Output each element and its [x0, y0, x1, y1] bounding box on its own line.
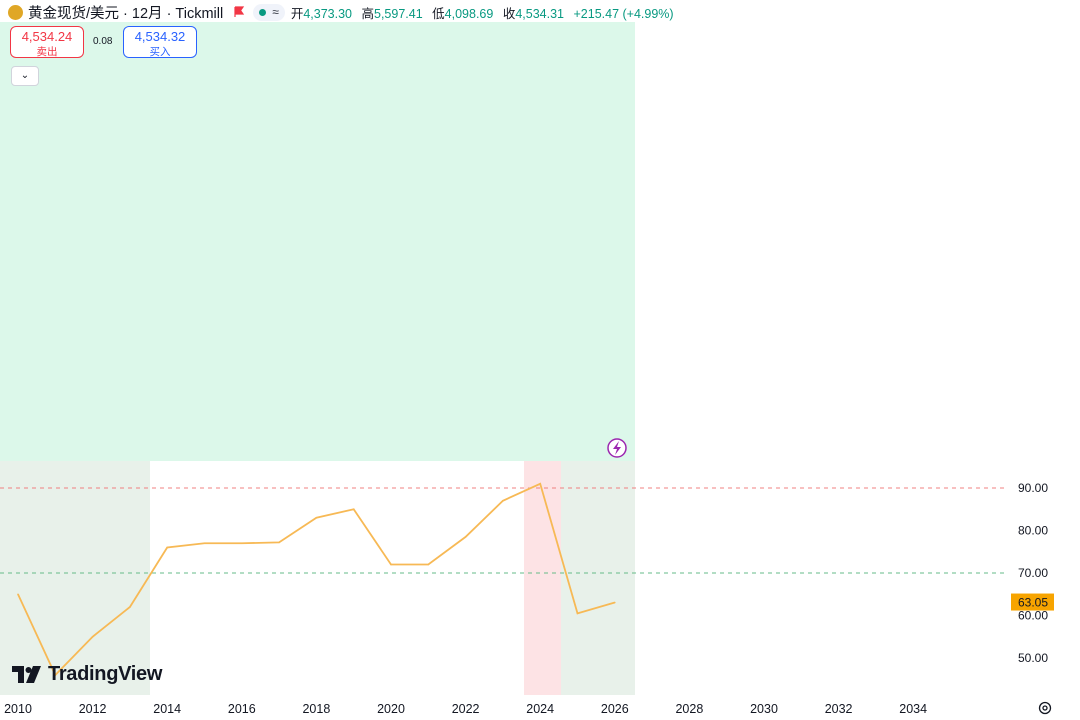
price-highlight-zone	[0, 22, 635, 461]
flag-icon[interactable]	[233, 6, 245, 18]
time-axis-tick-label: 2034	[899, 702, 927, 716]
time-axis-tick-label: 2020	[377, 702, 405, 716]
oscillator-zone-green-right	[561, 461, 635, 695]
oscillator-axis-tick-label: 70.00	[1018, 566, 1048, 580]
oscillator-point	[278, 541, 280, 544]
time-axis-tick-label: 2016	[228, 702, 256, 716]
oscillator-last-tag: 63.05	[1018, 596, 1048, 610]
wave-icon: ≈	[272, 5, 279, 19]
symbol-title[interactable]: 黄金现货/美元 · 12月 · Tickmill	[28, 5, 224, 22]
tradingview-logo-icon	[12, 665, 41, 683]
low-label: 低	[432, 6, 445, 21]
settings-gear-icon[interactable]	[1036, 699, 1054, 717]
oscillator-point	[502, 499, 504, 502]
oscillator-point	[203, 542, 206, 545]
oscillator-point	[166, 546, 168, 549]
oscillator-axis-tick-label: 60.00	[1018, 609, 1048, 623]
close-label: 收	[502, 6, 516, 21]
oscillator-point	[54, 674, 57, 676]
high-label: 高	[361, 6, 374, 21]
oscillator-layer	[17, 482, 616, 677]
oscillator-point	[427, 563, 430, 566]
time-axis-tick-label: 2018	[302, 702, 330, 716]
oscillator-point	[91, 635, 94, 638]
candles-layer[interactable]: Hi	[4, 0, 631, 458]
change-value: +215.47 (+4.99%)	[573, 6, 674, 21]
oscillator-point	[129, 606, 131, 608]
oscillator-point	[17, 593, 19, 596]
sell-label: 卖出	[36, 46, 58, 58]
oscillator-zone-green-left	[0, 461, 150, 695]
time-axis-tick-label: 2024	[526, 702, 554, 716]
high-value: 5,597.41	[374, 6, 423, 21]
time-axis-tick-label: 2022	[452, 702, 480, 716]
collapse-chevron-down-icon[interactable]: ⌄	[11, 66, 39, 86]
gold-symbol-icon	[8, 4, 23, 20]
spread-value: 0.08	[93, 36, 113, 47]
time-axis-tick-label: 2026	[601, 702, 629, 716]
oscillator-point	[241, 542, 243, 545]
lightning-icon	[607, 438, 627, 458]
oscillator-point	[390, 563, 392, 566]
open-label: 开	[290, 6, 304, 21]
sell-price: 4,534.24	[21, 29, 73, 44]
buy-price: 4,534.32	[134, 29, 186, 44]
market-status[interactable]: ≈	[253, 3, 285, 21]
oscillator-axis-tick-label: 90.00	[1018, 481, 1048, 495]
oscillator-point	[464, 536, 467, 538]
low-value: 4,098.69	[444, 6, 494, 21]
price-labels-layer: XAUUSD4,534.318M 3d63.05	[1011, 593, 1054, 611]
close-value: 4,534.31	[515, 6, 565, 21]
open-value: 4,373.30	[303, 6, 352, 21]
market-open-dot-icon	[259, 8, 267, 16]
time-axis-tick-label: 2010	[4, 702, 32, 716]
buy-button[interactable]: 4,534.32 买入	[123, 26, 197, 58]
time-axis-tick-label: 2014	[153, 702, 181, 716]
sell-button[interactable]: 4,534.24 卖出	[10, 26, 84, 58]
background-zones	[0, 22, 635, 695]
time-axis-tick-label: 2012	[79, 702, 107, 716]
oscillator-last-tag-bg	[1011, 593, 1054, 611]
oscillator-point	[352, 508, 355, 511]
tradingview-wordmark: TradingView	[48, 663, 163, 685]
oscillator-zone-red	[524, 461, 561, 695]
tradingview-logo[interactable]: TradingView	[12, 663, 162, 686]
time-axis-tick-label: 2028	[675, 702, 703, 716]
oscillator-point	[539, 482, 541, 485]
oscillator-axis-tick-label: 80.00	[1018, 524, 1048, 538]
chart-header: 黄金现货/美元 · 12月 · Tickmill ≈ 开4,373.30 高5,…	[8, 2, 680, 22]
oscillator-point	[576, 612, 579, 615]
oscillator-point	[614, 601, 616, 604]
time-axis-tick-label: 2030	[750, 702, 778, 716]
time-axis-tick-label: 2032	[825, 702, 853, 716]
buy-label: 买入	[149, 46, 171, 58]
axes-layer: 6,000.005,600.005,200.004,800.004,400.00…	[4, 481, 1048, 716]
oscillator-point	[315, 516, 318, 519]
ohlc-readout: 开4,373.30 高5,597.41 低4,098.69 收4,534.31 …	[291, 3, 680, 22]
oscillator-axis-tick-label: 50.00	[1018, 651, 1048, 665]
